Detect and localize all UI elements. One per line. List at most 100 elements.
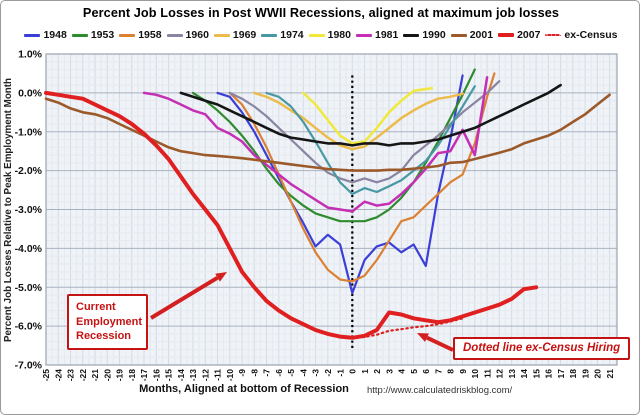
x-tick-label: -9 (237, 369, 247, 377)
series-1980 (302, 86, 434, 145)
series-1974 (265, 85, 476, 196)
legend-item-2001: 2001 (450, 29, 494, 41)
x-tick-label: -2 (323, 369, 333, 377)
annotation-arrow (417, 333, 454, 352)
series-1958 (228, 72, 496, 283)
y-tick-label: -1.0% (15, 126, 43, 138)
y-tick-label: -2.0% (15, 165, 43, 177)
x-tick-label: -10 (225, 369, 235, 382)
legend-swatch-1948 (24, 33, 41, 37)
x-tick-label: 1 (360, 369, 370, 374)
x-tick-label: -7 (262, 369, 272, 377)
legend-swatch-2001 (450, 33, 467, 37)
x-tick-label: -4 (299, 369, 309, 377)
legend-label-ex-Census: ex-Census (564, 29, 618, 41)
legend-label-1953: 1953 (90, 29, 115, 41)
annotation-ex-census: Dotted line ex-Census Hiring (453, 337, 631, 360)
x-tick-label: 10 (470, 369, 480, 379)
legend-item-1969: 1969 (213, 29, 257, 41)
legend-item-1948: 1948 (24, 29, 67, 41)
x-tick-label: 15 (531, 369, 541, 379)
legend-item-1980: 1980 (308, 29, 351, 41)
series-2001 (44, 93, 611, 172)
legend-swatch-1990 (403, 33, 420, 37)
legend-item-2007: 2007 (498, 29, 540, 41)
x-tick-label: -13 (188, 369, 198, 382)
x-tick-label: -20 (103, 369, 113, 382)
x-tick-label: 6 (421, 369, 431, 374)
legend-item-1953: 1953 (71, 29, 115, 41)
legend-item-1990: 1990 (403, 29, 446, 41)
y-tick-label: -3.0% (15, 204, 43, 216)
series-1948 (216, 74, 464, 295)
legend-swatch-1969 (213, 33, 230, 37)
plot-frame (45, 53, 618, 366)
chart-title: Percent Job Losses in Post WWII Recessio… (82, 6, 560, 20)
y-tick-label: 1.0% (18, 49, 43, 61)
x-tick-label: -22 (78, 369, 88, 382)
legend-item-1958: 1958 (119, 29, 162, 41)
x-tick-label: -17 (139, 369, 149, 382)
x-tick-label: -23 (66, 369, 76, 382)
legend-item-1981: 1981 (355, 29, 399, 41)
series-1990 (179, 83, 562, 147)
legend-label-1969: 1969 (232, 29, 257, 41)
legend-swatch-1953 (71, 33, 88, 37)
x-tick-label: -24 (54, 369, 64, 382)
x-tick-label: -12 (201, 369, 211, 382)
legend-swatch-1981 (355, 33, 372, 37)
x-tick-label: 3 (384, 369, 394, 374)
series-2007 (44, 90, 539, 340)
x-tick-label: 0 (348, 369, 358, 374)
x-tick-label: 9 (458, 369, 468, 374)
legend-swatch-ex-Census (545, 34, 562, 36)
x-tick-label: -25 (41, 369, 51, 382)
legend-label-1948: 1948 (43, 29, 67, 41)
x-tick-label: -14 (176, 369, 186, 382)
x-tick-label: -11 (213, 369, 223, 381)
x-tick-label: 19 (580, 369, 590, 379)
y-tick-label: -5.0% (15, 282, 43, 294)
series-1981 (142, 76, 489, 213)
x-tick-labels: -25 -24 -23 -22 -21 -20 -19 -18 -17 -16 -15 -14 -13-… (41, 369, 615, 382)
x-tick-label: 14 (519, 369, 529, 379)
x-tick-label: 4 (397, 369, 407, 374)
legend-swatch-1958 (119, 33, 136, 37)
y-tick-label: 0.0% (18, 87, 43, 99)
annotation-arrow (149, 272, 227, 320)
x-tick-label: -3 (311, 369, 321, 377)
x-tick-label: 21 (605, 369, 615, 379)
y-tick-label: -6.0% (15, 321, 43, 333)
x-axis-title: Months, Aligned at bottom of Recession (139, 383, 349, 395)
x-tick-label: -1 (335, 369, 345, 377)
legend-label-1981: 1981 (374, 29, 399, 41)
legend-label-1958: 1958 (138, 29, 162, 41)
gridlines (46, 54, 617, 365)
x-tick-label: -6 (274, 369, 284, 377)
x-tick-label: -19 (115, 369, 125, 382)
x-tick-label: -18 (127, 369, 137, 382)
legend-label-2001: 2001 (469, 29, 494, 41)
legend-item-1960: 1960 (166, 29, 209, 41)
x-tick-label: 8 (446, 369, 456, 374)
legend-swatch-1960 (166, 33, 183, 37)
y-tick-labels: 1.0% 0.0% -1.0% -2.0% -3.0% -4.0% -5.0% -6.0% -7… (15, 49, 43, 372)
y-tick-label: -7.0% (15, 360, 43, 372)
x-tick-label: 20 (593, 369, 603, 379)
x-tick-label: 2 (372, 369, 382, 374)
x-tick-label: 16 (544, 369, 554, 379)
x-tick-label: -8 (250, 369, 260, 377)
x-tick-label: 13 (507, 369, 517, 379)
legend-item-ex-Census: ex-Census (545, 29, 618, 41)
legend-label-2007: 2007 (517, 29, 541, 41)
x-tick-label: 18 (568, 369, 578, 379)
legend-label-1990: 1990 (422, 29, 446, 41)
legend: 1948 1953 1958 1960 1969 1974 1980 1981 1990 2001… (5, 27, 637, 43)
legend-label-1960: 1960 (185, 29, 209, 41)
x-tick-label: 12 (495, 369, 505, 379)
x-tick-label: -5 (286, 369, 296, 377)
legend-swatch-2007 (498, 33, 515, 37)
x-tick-label: 11 (482, 369, 492, 378)
legend-label-1974: 1974 (280, 29, 304, 41)
x-tick-label: 7 (433, 369, 443, 374)
